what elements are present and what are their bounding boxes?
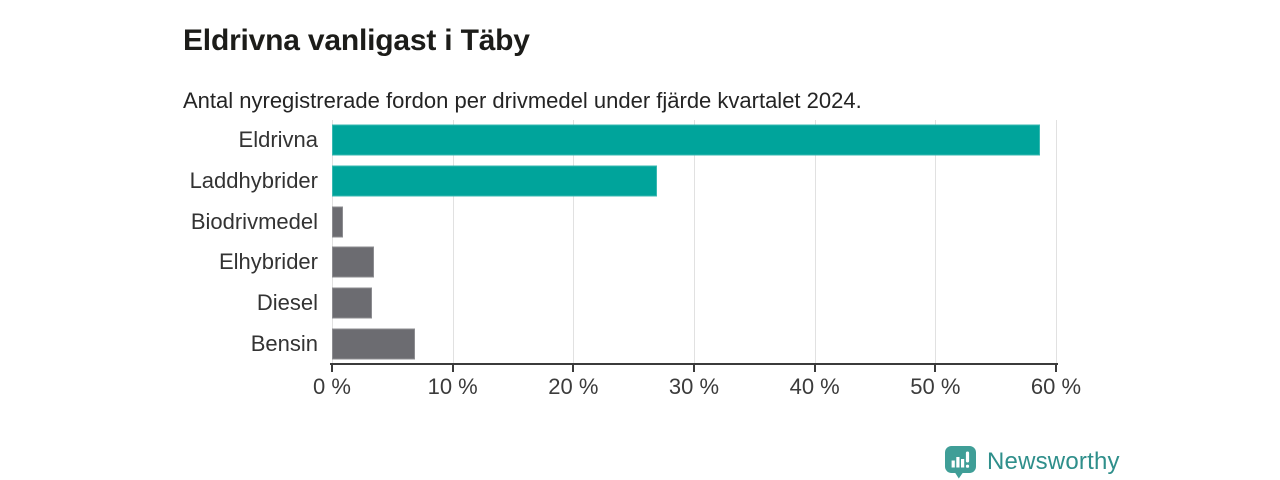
gridline-10 <box>452 120 454 364</box>
newsworthy-chart-bubble-icon <box>945 446 976 479</box>
x-axis-tick <box>1055 365 1057 372</box>
bar-row-bensin <box>332 323 1056 364</box>
x-axis-tick <box>572 365 575 372</box>
newsworthy-logo: Newsworthy <box>944 445 1120 479</box>
gridline-20 <box>573 120 575 364</box>
bar-row-eldrivna <box>332 120 1056 161</box>
bar-row-biodrivmedel <box>332 201 1056 242</box>
bar-diesel <box>332 287 372 319</box>
bar-elhybrider <box>332 246 375 278</box>
category-axis: Eldrivna Laddhybrider Biodrivmedel Elhybrid… <box>0 120 318 364</box>
bar-laddhybrider <box>332 165 657 197</box>
x-axis-tick <box>331 365 333 372</box>
x-tick-label-10: 10 % <box>427 374 478 399</box>
x-axis-tick <box>934 365 937 372</box>
bar-row-diesel <box>332 283 1056 324</box>
x-tick-label-40: 40 % <box>789 374 840 399</box>
x-axis-line <box>330 363 1058 365</box>
x-tick-label-20: 20 % <box>548 374 599 399</box>
bar-bensin <box>332 328 416 360</box>
gridline-30 <box>694 120 695 364</box>
category-label-eldrivna: Eldrivna <box>238 127 318 153</box>
bar-eldrivna <box>332 124 1041 156</box>
gridline-0 <box>332 120 333 364</box>
category-label-biodrivmedel: Biodrivmedel <box>190 208 318 234</box>
x-axis-tick <box>451 365 454 372</box>
x-tick-label-60: 60 % <box>1030 374 1082 399</box>
category-label-bensin: Bensin <box>250 330 318 356</box>
x-tick-label-50: 50 % <box>910 374 961 399</box>
gridline-50 <box>935 120 937 364</box>
x-tick-label-0: 0 % <box>313 374 351 399</box>
category-label-laddhybrider: Laddhybrider <box>189 167 318 193</box>
bar-biodrivmedel <box>332 206 343 238</box>
gridline-40 <box>814 120 816 364</box>
x-axis-tick <box>693 365 695 372</box>
x-axis-tick-labels: 0 % 10 % 20 % 30 % 40 % 50 % 60 % <box>313 374 1081 402</box>
bar-chart-plot-area <box>332 120 1057 364</box>
category-label-elhybrider: Elhybrider <box>218 249 318 275</box>
x-tick-label-30: 30 % <box>668 374 720 399</box>
bar-row-laddhybrider <box>332 161 1056 202</box>
chart-title: Eldrivna vanligast i Täby <box>183 24 530 58</box>
x-axis-tick <box>813 365 816 372</box>
newsworthy-logo-text: Newsworthy <box>987 448 1120 475</box>
category-label-diesel: Diesel <box>256 289 318 315</box>
gridline-60 <box>1056 120 1057 364</box>
chart-subtitle: Antal nyregistrerade fordon per drivmede… <box>183 88 862 113</box>
bar-row-elhybrider <box>332 242 1056 283</box>
